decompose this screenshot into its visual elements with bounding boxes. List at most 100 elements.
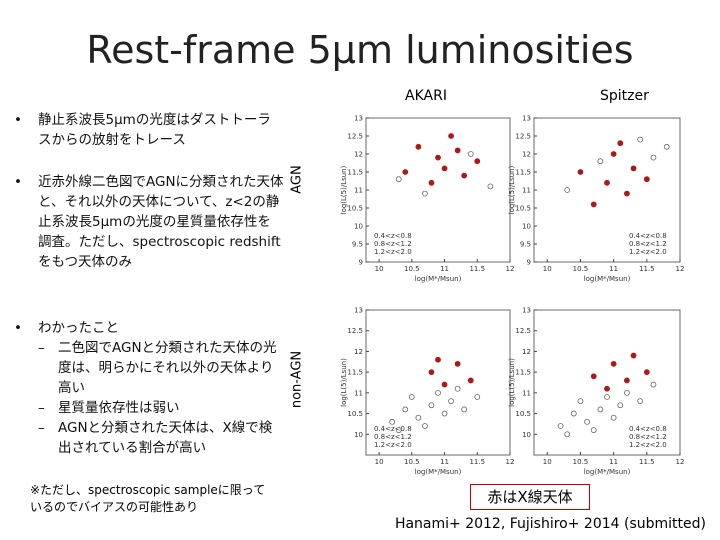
- y-tick-label: 10: [522, 431, 531, 439]
- legend-entry: 0.4<z<0.8: [374, 425, 412, 433]
- data-point: [577, 169, 584, 175]
- data-point: [467, 377, 474, 384]
- title: Rest-frame 5μm luminosities: [86, 28, 634, 72]
- x-axis-label: log(M*/Msun): [415, 468, 462, 476]
- y-axis-label: log(L(5)/Lsun): [508, 165, 516, 214]
- data-point: [597, 406, 604, 413]
- y-tick-label: 11.5: [347, 169, 363, 177]
- x-tick-label: 10: [375, 265, 384, 273]
- data-point: [617, 140, 624, 147]
- data-point: [467, 151, 474, 157]
- data-point: [389, 418, 396, 425]
- y-tick-label: 11.5: [515, 169, 531, 177]
- data-point: [448, 398, 454, 405]
- y-tick-label: 10.5: [347, 205, 363, 213]
- callout: 赤はX線天体: [470, 484, 590, 510]
- legend-entry: 0.4<z<0.8: [629, 232, 667, 240]
- y-tick-label: 12: [522, 151, 531, 159]
- data-point: [624, 377, 630, 384]
- x-tick-label: 11.5: [469, 265, 485, 273]
- data-point: [570, 410, 577, 417]
- note: ※ただし、spectroscopic sampleに限っているのでバイアスの可能…: [30, 483, 266, 514]
- data-point: [461, 172, 468, 179]
- data-point: [402, 406, 409, 413]
- data-point: [617, 402, 624, 409]
- legend-entry: 1.2<z<2.0: [629, 248, 667, 256]
- data-point: [408, 394, 415, 400]
- data-point: [610, 360, 617, 367]
- legend-entry: 0.4<z<0.8: [629, 425, 667, 433]
- legend-entry: 1.2<z<2.0: [374, 441, 412, 449]
- x-tick-label: 11.5: [639, 265, 655, 273]
- x-tick-label: 11.5: [469, 458, 485, 466]
- y-tick-label: 12.5: [347, 133, 363, 141]
- y-tick-label: 13: [522, 115, 531, 123]
- data-point: [415, 143, 422, 150]
- data-point: [610, 414, 617, 421]
- legend-entry: 0.4<z<0.8: [374, 232, 412, 240]
- data-point: [650, 154, 657, 161]
- data-point: [422, 190, 428, 197]
- x-tick-label: 10: [543, 458, 552, 466]
- y-tick-label: 11: [354, 389, 363, 397]
- y-tick-label: 12: [522, 348, 531, 356]
- y-tick-label: 12.5: [347, 327, 363, 335]
- data-point: [637, 136, 644, 143]
- bullet: • 近赤外線二色図でAGNに分類された天体と、それ以外の天体について、z<2の静止…: [14, 172, 284, 272]
- y-tick-label: 10: [522, 223, 531, 231]
- x-tick-label: 12: [676, 265, 685, 273]
- legend-entry: 1.2<z<2.0: [374, 248, 412, 256]
- data-point: [435, 389, 441, 396]
- y-tick-label: 9.5: [520, 241, 531, 249]
- data-point: [577, 398, 584, 405]
- x-tick-label: 11: [609, 265, 618, 273]
- legend-entry: 1.2<z<2.0: [629, 441, 667, 449]
- data-point: [637, 398, 644, 405]
- plot-frame: [533, 117, 681, 263]
- sub-bullet: 星質量依存性は弱い: [38, 398, 284, 418]
- plot-frame: [365, 309, 511, 456]
- y-tick-label: 10: [354, 223, 363, 231]
- bullet-text: 近赤外線二色図でAGNに分類された天体と、それ以外の天体について、z<2の静止系…: [38, 174, 284, 270]
- data-point: [415, 414, 422, 421]
- data-point: [604, 385, 610, 392]
- y-tick-label: 11: [522, 389, 531, 397]
- data-point: [435, 154, 441, 161]
- data-point: [564, 187, 571, 193]
- data-point: [428, 369, 435, 376]
- x-tick-label: 11: [609, 458, 618, 466]
- bullet: • わかったこと二色図でAGNと分類された天体の光度は、明らかにそれ以外の天体より…: [14, 318, 284, 458]
- legend-entry: 0.8<z<1.2: [374, 240, 412, 248]
- data-point: [604, 394, 610, 400]
- data-point: [461, 406, 468, 413]
- data-point: [474, 158, 481, 165]
- data-point: [441, 381, 448, 388]
- bullet-text: わかったこと: [38, 320, 119, 336]
- bullet: • 静止系波長5μmの光度はダストトーラスからの放射をトレース: [14, 110, 284, 150]
- y-tick-label: 13: [354, 115, 363, 123]
- bullet-dot: •: [14, 112, 22, 128]
- x-tick-label: 10.5: [404, 458, 420, 466]
- sub-bullet: 二色図でAGNと分類された天体の光度は、明らかにそれ以外の天体より高い: [38, 338, 284, 398]
- y-tick-label: 9.5: [352, 241, 363, 249]
- data-point: [435, 356, 441, 363]
- data-point: [428, 402, 435, 409]
- data-point: [454, 385, 461, 392]
- plot-frame: [365, 117, 511, 263]
- data-point: [454, 360, 461, 367]
- data-point: [487, 183, 494, 190]
- data-point: [610, 151, 617, 157]
- data-point: [630, 165, 637, 172]
- y-tick-label: 12.5: [515, 133, 531, 141]
- bullet-text: 静止系波長5μmの光度はダストトーラスからの放射をトレース: [38, 112, 271, 148]
- data-point: [395, 176, 402, 183]
- data-point: [590, 201, 597, 208]
- data-point: [643, 369, 650, 376]
- data-point: [604, 179, 610, 186]
- x-axis-label: log(M*/Msun): [584, 275, 631, 283]
- y-tick-label: 12: [354, 151, 363, 159]
- x-tick-label: 12: [506, 265, 515, 273]
- y-tick-label: 9: [359, 259, 363, 267]
